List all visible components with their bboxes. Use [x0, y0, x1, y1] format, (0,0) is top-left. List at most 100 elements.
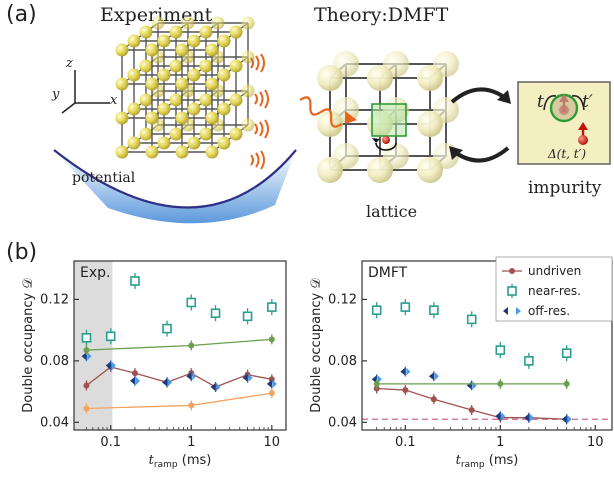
y-axis-label: Double occupancy 𝒟: [309, 278, 324, 413]
lattice-atom: [175, 111, 189, 125]
lattice-atom: [169, 127, 183, 141]
lattice-atom: [199, 59, 213, 73]
x-tick-label: 10: [587, 435, 604, 450]
data-point: [406, 367, 411, 376]
lattice-atom: [139, 93, 153, 107]
data-point: [87, 352, 92, 361]
x-tick-label: 0.1: [100, 435, 121, 450]
impurity-tprime-label: t′: [582, 92, 593, 112]
lattice-atom: [229, 59, 243, 73]
data-point: [268, 336, 275, 343]
lattice-atom: [211, 16, 225, 30]
axis-y-label: y: [52, 87, 60, 102]
data-point: [162, 323, 172, 334]
impurity-t-label: t: [537, 92, 544, 112]
data-point: [267, 302, 277, 312]
lattice-atom: [175, 77, 189, 91]
axis-z-label: z: [66, 56, 73, 71]
impurity-delta-label: Δ(t, t′): [548, 147, 587, 161]
lattice-site: [367, 157, 393, 183]
data-point: [567, 415, 572, 424]
data-point: [105, 331, 116, 342]
data-point: [430, 396, 437, 403]
lattice-atom: [115, 43, 129, 57]
data-point: [497, 380, 504, 387]
lattice-atom: [157, 136, 171, 150]
lattice-atom: [205, 145, 219, 159]
data-point: [168, 378, 173, 387]
data-point: [561, 415, 567, 424]
data-point: [188, 342, 195, 349]
theory-title: Theory:DMFT: [314, 4, 449, 26]
lattice-atom: [187, 68, 201, 82]
data-point: [131, 370, 138, 377]
lattice-atom: [127, 102, 141, 116]
x-tick-label: 1: [496, 435, 504, 450]
cycle-arrows-icon: [449, 87, 511, 163]
lattice-atom: [139, 25, 153, 39]
lattice-atom: [217, 102, 231, 116]
data-point: [495, 345, 506, 355]
lattice-atom: [241, 84, 255, 98]
data-point: [400, 367, 406, 376]
lattice-atom: [139, 59, 153, 73]
data-point: [428, 372, 434, 381]
lattice-atom: [187, 34, 201, 48]
lattice-atom: [217, 68, 231, 82]
exp-chart: 0.1 1 10 0.04 0.08 0.12 Double occupancy 𝒟 tram…: [21, 260, 287, 470]
panel-b-label: (b): [6, 240, 38, 265]
lattice-atom: [217, 34, 231, 48]
lattice-atom: [169, 59, 183, 73]
legend-marker: [516, 307, 521, 315]
lattice-atom: [205, 77, 219, 91]
lattice-atom: [151, 16, 165, 30]
lattice-atom: [205, 111, 219, 125]
data-point: [242, 311, 253, 322]
data-point: [242, 373, 248, 382]
drive-arcs-icon: [250, 53, 269, 170]
lattice-atom: [157, 34, 171, 48]
data-point: [105, 361, 111, 370]
x-tick-label: 1: [187, 435, 195, 450]
impurity-site: [371, 103, 407, 151]
legend-item: undriven: [502, 264, 581, 278]
data-point: [210, 382, 216, 391]
data-point: [192, 372, 197, 381]
y-tick-label: 0.04: [328, 415, 357, 430]
lattice-atom: [115, 77, 129, 91]
data-point: [130, 276, 140, 286]
legend-marker: [503, 307, 508, 315]
data-point: [523, 413, 529, 422]
data-point: [468, 407, 475, 414]
drive-wave-icon: [299, 96, 357, 128]
lattice-atom: [157, 102, 171, 116]
lattice-site: [317, 111, 343, 137]
data-point: [429, 305, 439, 315]
panel-tag: DMFT: [368, 265, 408, 281]
lattice-atom: [127, 34, 141, 48]
lattice-atom: [241, 50, 255, 64]
lattice-atom: [145, 111, 159, 125]
lattice-atom: [229, 93, 243, 107]
lattice-atom: [145, 77, 159, 91]
lattice-atom: [241, 118, 255, 132]
potential-well: [53, 149, 297, 224]
y-tick-label: 0.12: [40, 292, 69, 307]
data-point: [135, 376, 140, 385]
data-point: [186, 372, 192, 381]
lattice-atom: [199, 93, 213, 107]
impurity-label: impurity: [528, 178, 602, 198]
y-axis-label: Double occupancy 𝒟: [21, 278, 36, 413]
data-point: [83, 405, 90, 412]
experiment-lattice: [115, 16, 255, 159]
lattice-atom: [127, 68, 141, 82]
data-point: [377, 375, 382, 384]
lattice-atom: [187, 136, 201, 150]
lattice-atom: [199, 25, 213, 39]
lattice-site: [317, 157, 343, 183]
y-tick-label: 0.08: [40, 354, 69, 369]
lattice-atom: [205, 43, 219, 57]
x-tick-label: 10: [264, 435, 281, 450]
data-point: [129, 376, 135, 385]
panel-a-illustration: [53, 16, 611, 224]
